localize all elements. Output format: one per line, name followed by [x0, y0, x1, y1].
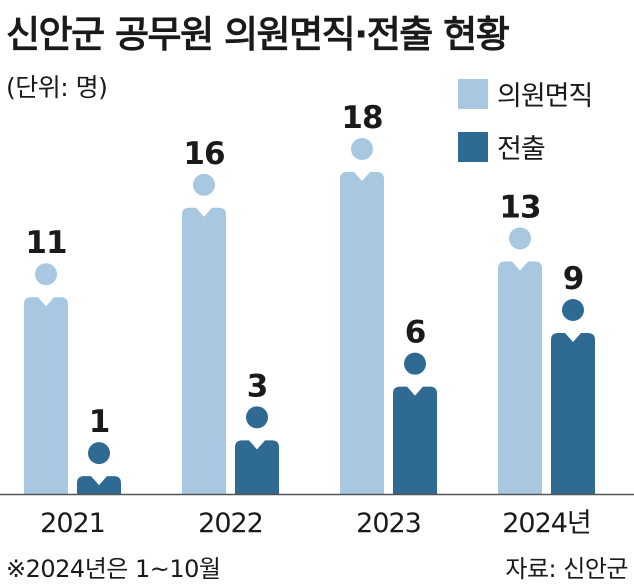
bar-resignation-2024년: [498, 261, 542, 494]
source-text: 자료: 신안군: [505, 555, 628, 583]
unit-label: (단위: 명): [6, 73, 108, 102]
bar-head-transfer-2021: [88, 442, 110, 465]
bar-resignation-2021: [24, 297, 68, 494]
bar-head-transfer-2023: [404, 352, 426, 375]
data-label-transfer-2023: 6: [405, 315, 426, 351]
legend-item-transfer: 전출: [458, 127, 546, 166]
x-tick-label-2022: 2022: [198, 508, 263, 539]
bar-transfer-2022: [235, 440, 279, 494]
data-label-resignation-2024년: 13: [499, 189, 540, 225]
bar-head-resignation-2022: [193, 173, 215, 196]
bar-transfer-2023: [393, 386, 437, 494]
data-label-resignation-2022: 16: [183, 136, 224, 172]
x-tick-label-2023: 2023: [356, 508, 421, 539]
legend-swatch-resignation: [458, 78, 488, 109]
legend-label-resignation: 의원면직: [497, 81, 593, 112]
data-label-resignation-2023: 18: [341, 100, 382, 136]
data-label-transfer-2021: 1: [89, 404, 110, 440]
data-label-transfer-2024년: 9: [563, 261, 584, 297]
bar-resignation-2022: [182, 207, 226, 494]
bar-head-transfer-2024년: [562, 299, 584, 321]
bar-resignation-2023: [340, 172, 384, 494]
bar-transfer-2021: [77, 476, 121, 494]
footnote: ※2024년은 1~10월: [6, 555, 221, 583]
x-tick-label-2021: 2021: [40, 508, 105, 539]
bar-head-resignation-2023: [351, 138, 373, 160]
legend-swatch-transfer: [458, 131, 488, 162]
legend-item-resignation: 의원면직: [458, 74, 593, 113]
legend-label-transfer: 전출: [497, 134, 546, 165]
bar-head-resignation-2024년: [509, 227, 531, 250]
chart-title: 신안군 공무원 의원면직·전출 현황: [6, 13, 510, 56]
bar-transfer-2024년: [551, 333, 595, 494]
bar-head-resignation-2021: [35, 263, 57, 286]
x-tick-label-2024년: 2024년: [502, 508, 591, 539]
data-label-resignation-2021: 11: [25, 225, 66, 261]
data-label-transfer-2022: 3: [247, 368, 268, 404]
bar-head-transfer-2022: [246, 406, 268, 429]
